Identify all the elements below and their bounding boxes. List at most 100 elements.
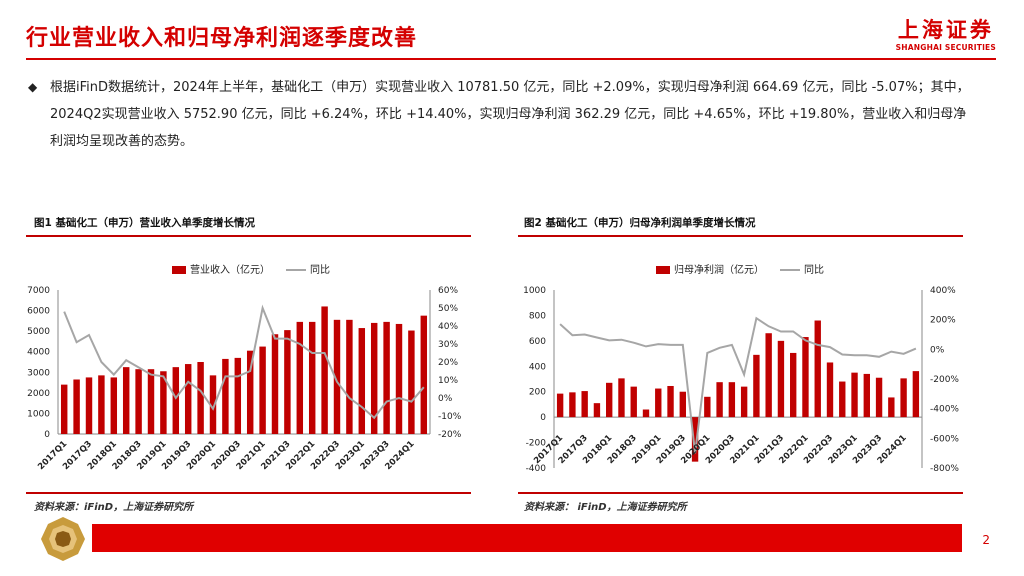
bar (333, 319, 341, 434)
logo-en-text: SHANGHAI SECURITIES (895, 43, 996, 52)
y-left-tick-label: 1000 (27, 409, 50, 419)
bar (606, 382, 613, 418)
bar (110, 377, 118, 434)
bar (122, 367, 130, 434)
y-left-tick-label: 800 (529, 311, 546, 321)
bar (802, 337, 809, 418)
y-left-tick-label: -200 (526, 439, 547, 449)
bar (814, 320, 821, 418)
bar (691, 417, 699, 462)
figure2-top-rule (518, 235, 963, 237)
y-right-tick-label: 0% (438, 394, 453, 404)
y-right-tick-label: -600% (930, 434, 959, 444)
bar (160, 371, 167, 434)
bar (259, 346, 266, 434)
bar (777, 340, 785, 418)
y-left-tick-label: 0 (44, 430, 50, 440)
bar (408, 330, 415, 434)
bar (728, 382, 736, 418)
bar (900, 378, 907, 418)
bar (826, 362, 834, 418)
footer-bar (92, 524, 962, 552)
figure1-source: 资料来源：iFinD，上海证券研究所 (34, 502, 194, 513)
bar (184, 364, 192, 434)
figure2-title: 图2 基础化工（申万）归母净利润单季度增长情况 (524, 217, 756, 229)
bar (679, 391, 686, 418)
figure1-bottom-rule (26, 492, 471, 494)
y-right-tick-label: 400% (930, 286, 956, 296)
y-right-tick-label: -200% (930, 375, 959, 385)
bar (790, 352, 797, 418)
bar (370, 322, 378, 434)
bar (234, 357, 242, 434)
y-left-tick-label: 0 (540, 413, 546, 423)
bar (85, 377, 93, 434)
y-left-tick-label: 6000 (27, 307, 50, 317)
figure1-title: 图1 基础化工（申万）营业收入单季度增长情况 (34, 217, 255, 229)
y-right-tick-label: 60% (438, 286, 458, 296)
bar (655, 388, 662, 418)
bar (851, 372, 858, 418)
bar (667, 385, 674, 418)
bar (284, 330, 291, 434)
legend-line-label: 同比 (804, 264, 824, 276)
bar (581, 391, 588, 418)
bar (569, 392, 576, 418)
yoy-line (559, 316, 917, 454)
y-left-tick-label: 400 (529, 362, 546, 372)
bar (765, 333, 772, 418)
legend-bar-label: 归母净利润（亿元） (674, 263, 764, 276)
y-right-tick-label: -400% (930, 405, 959, 415)
yoy-line (63, 304, 425, 420)
figure2-source: 资料来源： iFinD，上海证券研究所 (524, 502, 687, 513)
bar (73, 379, 80, 434)
y-right-tick-label: 0% (930, 345, 945, 355)
company-emblem-icon (41, 517, 85, 561)
y-left-tick-label: 2000 (27, 389, 50, 399)
bar (135, 369, 142, 434)
bar (383, 321, 390, 434)
bar (875, 377, 883, 418)
legend-bar-label: 营业收入（亿元） (190, 263, 270, 276)
diamond-bullet-icon: ◆ (28, 80, 38, 94)
y-right-tick-label: 200% (930, 316, 956, 326)
y-right-tick-label: -20% (438, 430, 462, 440)
summary-text: 根据iFinD数据统计，2024年上半年，基础化工（申万）实现营业收入 1078… (50, 80, 970, 149)
logo-cn-text: 上海证券 (897, 18, 994, 42)
y-left-tick-label: 3000 (27, 368, 50, 378)
brand-logo: 上海证券 SHANGHAI SECURITIES (896, 14, 996, 52)
y-right-tick-label: -10% (438, 412, 462, 422)
bar (716, 382, 723, 418)
bar (246, 350, 254, 434)
y-right-tick-label: 20% (438, 358, 458, 368)
net-profit-chart: 归母净利润（亿元） 同比 -400 -200 0 200 400 600 800 1000 -800… (523, 263, 959, 474)
bar (346, 319, 353, 434)
bar (888, 397, 895, 418)
bar (593, 403, 601, 418)
y-left-tick-label: 200 (529, 388, 546, 398)
bar (642, 409, 650, 418)
figure1-top-rule (26, 235, 471, 237)
y-left-tick-label: 1000 (523, 286, 546, 296)
y-left-tick-label: -400 (526, 464, 547, 474)
legend-bar-swatch (172, 266, 186, 274)
figure2-bottom-rule (518, 492, 963, 494)
bar (618, 378, 625, 418)
bar (308, 321, 316, 434)
y-right-tick-label: 40% (438, 322, 458, 332)
y-right-tick-label: 50% (438, 304, 458, 314)
y-left-tick-label: 4000 (27, 348, 50, 358)
bar (863, 373, 870, 418)
bar (98, 375, 105, 434)
y-right-tick-label: -800% (930, 464, 959, 474)
bar (839, 381, 846, 418)
bar (395, 323, 403, 434)
bar (271, 334, 279, 434)
page-title: 行业营业收入和归母净利润逐季度改善 (26, 26, 418, 51)
bar (321, 306, 328, 434)
title-divider (26, 58, 996, 60)
bar (912, 371, 920, 418)
bar (358, 328, 366, 434)
legend-line-label: 同比 (310, 264, 330, 276)
y-right-tick-label: 10% (438, 376, 458, 386)
